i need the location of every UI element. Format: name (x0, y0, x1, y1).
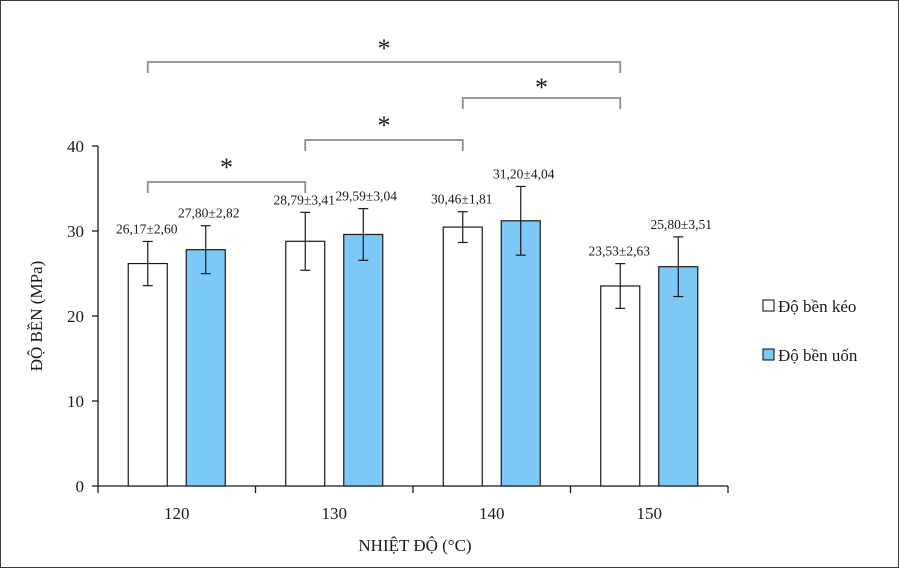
y-axis-title: ĐỘ BỀN (MPa) (27, 261, 46, 372)
y-tick-label: 10 (67, 392, 84, 411)
significance-star: * (378, 111, 391, 140)
legend-swatch (762, 299, 775, 312)
bar (600, 285, 641, 487)
significance-bracket (146, 61, 622, 73)
x-tick-label: 120 (164, 504, 190, 523)
data-label: 30,46±1,81 (431, 192, 492, 207)
bar (343, 233, 384, 487)
data-label: 31,20±4,04 (493, 166, 555, 181)
x-tick-label: 140 (479, 504, 505, 523)
y-tick-label: 20 (67, 307, 84, 326)
bar (500, 220, 541, 487)
data-label: 27,80±2,82 (178, 206, 239, 221)
significance-star: * (220, 153, 233, 182)
data-label: 28,79±3,41 (274, 192, 335, 207)
significance-star: * (378, 34, 391, 63)
significance-bracket (304, 139, 464, 151)
significance-star: * (535, 73, 548, 102)
x-tick-label: 150 (637, 504, 663, 523)
bar (442, 226, 483, 487)
bar (127, 262, 168, 487)
significance-bracket (461, 97, 622, 109)
legend-swatch (762, 348, 775, 361)
legend-label: Độ bền uốn (778, 346, 858, 365)
bar (185, 249, 226, 487)
x-axis-title: NHIỆT ĐỘ (°C) (358, 536, 471, 555)
y-tick-label: 40 (67, 137, 84, 156)
data-label: 29,59±3,04 (336, 189, 398, 204)
y-tick-label: 30 (67, 222, 84, 241)
significance-bracket (146, 181, 307, 193)
bar (285, 240, 326, 487)
bar (658, 266, 699, 487)
y-tick-label: 0 (76, 477, 85, 496)
x-tick-label: 130 (322, 504, 348, 523)
data-label: 25,80±3,51 (651, 217, 712, 232)
data-label: 23,53±2,63 (589, 244, 651, 259)
data-label: 26,17±2,60 (116, 221, 178, 236)
legend-label: Độ bền kéo (778, 297, 856, 316)
